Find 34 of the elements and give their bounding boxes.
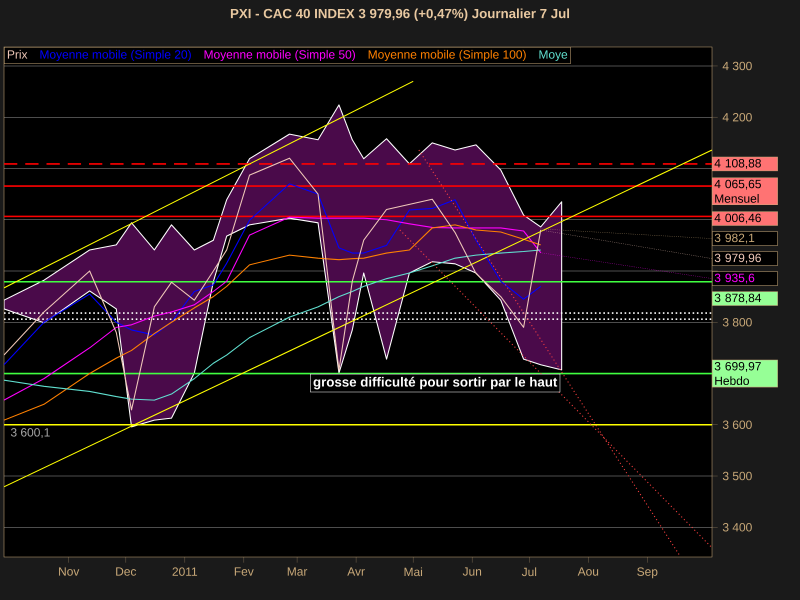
y-tick-label: 3 800 [722, 318, 752, 326]
ref-line-label: 3 699,97 Hebdo [714, 362, 761, 386]
x-tick-label: Sep [637, 567, 658, 578]
x-tick-label: Avr [347, 567, 365, 576]
x-tick-label: Mar [288, 567, 308, 576]
annotation: 3 982,1 [714, 234, 754, 244]
x-tick-label: Aou [578, 567, 598, 576]
text: Moyenne mobile (Simple 20) [40, 50, 191, 62]
text: Moye [539, 50, 568, 62]
x-tick-label: Jul [522, 567, 536, 576]
y-tick-label: 3 400 [722, 523, 752, 532]
x-tick-label: Nov [59, 567, 80, 576]
x-tick-label: Dec [116, 567, 136, 576]
x-tick-label: 2011 [172, 567, 198, 576]
x-tick-label: Fev [234, 567, 254, 576]
text: Prix [8, 50, 28, 59]
annotation: 3 600,1 [10, 428, 50, 438]
line-series [4, 183, 542, 366]
text: Moyenne mobile (Simple 100) [368, 50, 526, 62]
y-tick-label: 4 200 [722, 112, 752, 122]
x-tick-label: Mai [404, 567, 422, 576]
y-tick-label: 3 600 [722, 420, 752, 429]
ref-line-label: 4 108,88 [714, 158, 761, 169]
y-tick-label: 3 500 [722, 472, 752, 480]
annotation: 3 935,6 [714, 274, 754, 284]
ref-line-label: 4 006,46 [714, 214, 761, 224]
chart-title: PXI - CAC 40 INDEX 3 979,96 (+0,47%) Journalier 7 Jul [230, 8, 570, 21]
x-tick-label: Jun [462, 567, 482, 576]
y-tick-label: 4 300 [722, 62, 752, 70]
ref-line-label: 4 065,65 Mensuel [714, 180, 761, 203]
ref-line-label: 3 878,84 [714, 294, 762, 304]
annotation: 3 979,96 [714, 254, 761, 264]
annotation: grosse difficulté pour sortir par le haut [314, 376, 558, 390]
text: Moyenne mobile (Simple 50) [204, 50, 355, 62]
